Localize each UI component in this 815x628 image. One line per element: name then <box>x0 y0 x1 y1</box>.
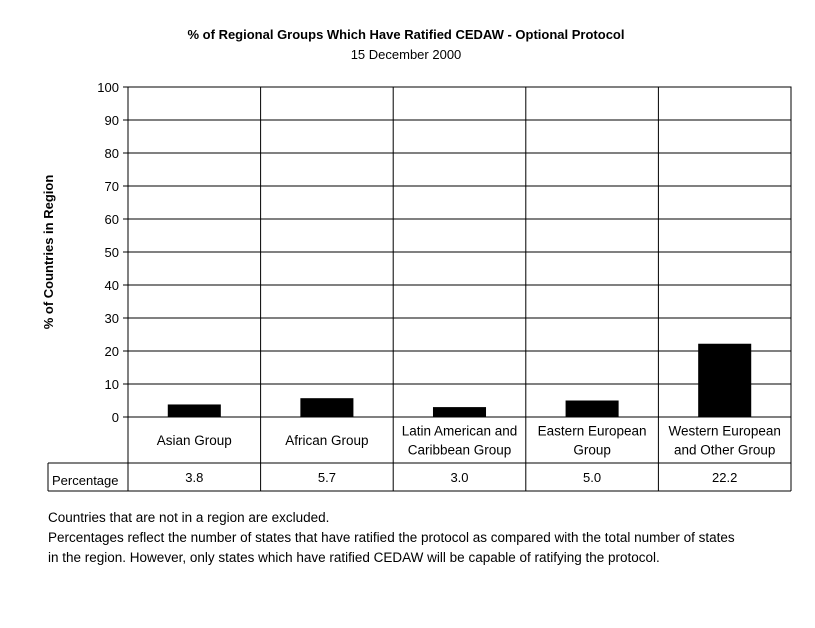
data-label: 22.2 <box>712 470 737 485</box>
x-tick-label-line: Asian Group <box>157 433 232 448</box>
x-tick-label: Asian Group <box>157 433 232 448</box>
x-tick-label: Latin American and Caribbean Group <box>402 424 518 458</box>
bar <box>565 400 619 417</box>
x-tick-label-line: Caribbean Group <box>408 443 512 458</box>
y-tick-label: 80 <box>105 146 119 161</box>
y-tick-label: 100 <box>97 80 119 95</box>
x-tick-label: African Group <box>285 433 368 448</box>
chart-subtitle: 15 December 2000 <box>351 47 462 62</box>
chart-title: % of Regional Groups Which Have Ratified… <box>188 27 625 42</box>
bars-layer <box>167 343 752 417</box>
x-tick-label-line: African Group <box>285 433 368 448</box>
y-axis-label: % of Countries in Region <box>41 175 56 330</box>
data-label: 3.8 <box>185 470 203 485</box>
grid-layer <box>128 86 791 418</box>
data-label: 5.0 <box>583 470 601 485</box>
y-tick-label: 60 <box>105 212 119 227</box>
y-tick-label: 30 <box>105 311 119 326</box>
axis-layer: 0 10 20 30 40 50 60 70 80 90 100 <box>97 80 792 425</box>
data-table: Asian Group African Group Latin American a… <box>47 417 792 492</box>
bar <box>432 407 487 417</box>
x-tick-label: Eastern European Group <box>538 424 647 458</box>
data-label: 5.7 <box>318 470 336 485</box>
y-tick-label: 90 <box>105 113 119 128</box>
bar <box>300 398 354 417</box>
bar <box>698 343 752 417</box>
y-tick-label: 10 <box>105 377 119 392</box>
note-line: Countries that are not in a region are e… <box>48 510 330 525</box>
chart: % of Regional Groups Which Have Ratified… <box>41 27 792 492</box>
x-tick-label-line: Western European <box>669 424 781 439</box>
x-tick-label-line: and Other Group <box>674 443 775 458</box>
y-tick-label: 20 <box>105 344 119 359</box>
x-tick-label: Western European and Other Group <box>669 424 781 458</box>
x-tick-label-line: Eastern European <box>538 424 647 439</box>
y-tick-label: 0 <box>112 410 119 425</box>
y-tick-label: 50 <box>105 245 119 260</box>
bar <box>167 404 221 417</box>
table-row-header: Percentage <box>52 473 119 488</box>
x-tick-label-line: Latin American and <box>402 424 518 439</box>
note-line: in the region. However, only states whic… <box>48 550 660 565</box>
chart-notes: Countries that are not in a region are e… <box>48 508 808 568</box>
y-tick-label: 40 <box>105 278 119 293</box>
plot-border <box>127 86 792 418</box>
note-line: Percentages reflect the number of states… <box>48 530 735 545</box>
x-tick-label-line: Group <box>573 443 611 458</box>
y-tick-label: 70 <box>105 179 119 194</box>
data-label: 3.0 <box>450 470 468 485</box>
